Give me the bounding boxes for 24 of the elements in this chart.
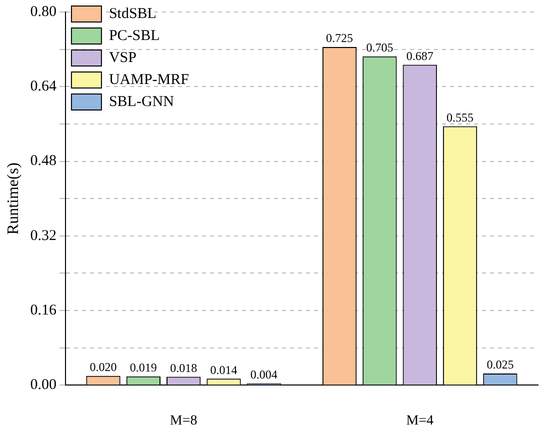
y-tick-label: 0.80 [30,4,56,20]
x-tick-label: M=4 [406,413,434,428]
x-tick-label: M=8 [170,413,198,428]
legend-label: SBL-GNN [108,94,174,110]
data-label: 0.705 [366,40,394,54]
data-label: 0.025 [486,358,514,372]
legend-label: VSP [108,50,136,66]
data-label: 0.014 [210,362,238,377]
y-tick-label: 0.00 [30,377,56,394]
y-tick-label: 0.64 [30,78,57,95]
data-label: 0.687 [406,48,434,63]
legend-label: PC-SBL [108,28,160,44]
y-axis-title: Runtime(s) [4,162,22,235]
y-tick-label: 0.32 [30,228,56,244]
y-tick-label: 0.16 [30,302,57,318]
y-tick-label: 0.48 [30,153,56,170]
legend-label: StdSBL [108,6,156,22]
data-label: 0.555 [446,110,474,124]
data-label: 0.020 [90,360,117,374]
data-label: 0.004 [250,367,278,382]
data-label: 0.725 [326,31,354,46]
data-label: 0.018 [170,360,198,375]
data-label: 0.019 [130,360,157,374]
legend-label: UAMP-MRF [108,72,189,88]
